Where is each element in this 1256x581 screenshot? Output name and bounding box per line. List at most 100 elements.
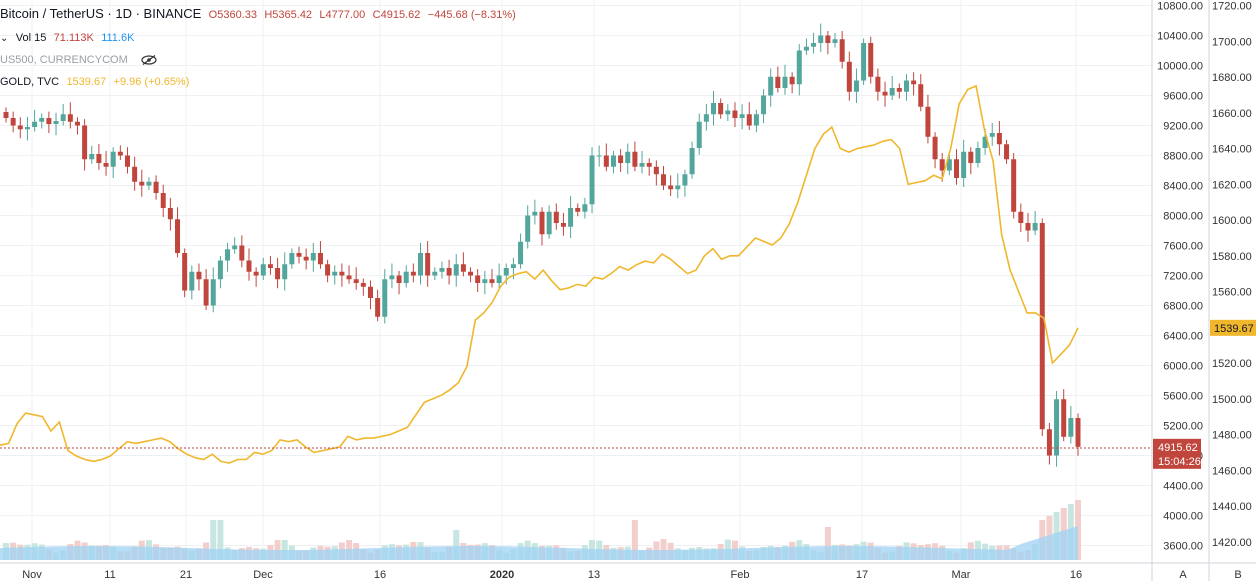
btc-last-text: 4915.62 [1158, 442, 1198, 454]
candle-body [217, 260, 223, 280]
gold-axis-label: 1520.00 [1212, 358, 1252, 370]
candle-body [89, 154, 95, 160]
candle-body [332, 271, 338, 276]
candle-body [625, 151, 631, 163]
candle-body [996, 133, 1002, 145]
candle-body [703, 114, 709, 122]
candle-body [1075, 418, 1081, 447]
candle-body [282, 264, 288, 280]
gold-legend: GOLD, TVC 1539.67 +9.96 (+0.65%) [0, 74, 193, 88]
gold-axis-label: 1620.00 [1212, 179, 1252, 191]
candle-body [503, 268, 509, 276]
candle-body [761, 95, 767, 115]
candle-body [246, 260, 252, 272]
price-axis-label: 10000.00 [1157, 61, 1203, 73]
candle-body [289, 253, 295, 265]
candle-body [553, 211, 559, 223]
price-axis-label: 10800.00 [1157, 1, 1203, 13]
candle-body [296, 253, 302, 257]
candle-body [846, 61, 852, 92]
gold-last-text: 1539.67 [1214, 323, 1254, 335]
candle-body [275, 268, 281, 280]
volume-bar [210, 520, 217, 560]
candle-body [110, 151, 116, 167]
candle-body [682, 174, 688, 186]
candle-body [317, 253, 323, 265]
candle-body [468, 271, 474, 276]
gold-line [0, 84, 1079, 464]
auto-scale-button: A [1179, 569, 1187, 581]
candle-body [267, 264, 273, 268]
candle-body [39, 118, 45, 122]
gold-change: +9.96 (+0.65%) [113, 76, 190, 88]
candle-body [753, 114, 759, 126]
candle-body [460, 264, 466, 272]
candle-body [360, 283, 366, 287]
candle-body [725, 110, 731, 115]
candle-body [718, 103, 724, 115]
candle-body [875, 76, 881, 92]
chevron-down-icon[interactable]: ⌄ [0, 33, 9, 44]
candle-body [589, 155, 595, 205]
price-badges: 1539.67 4915.62 15:04:26 [1153, 319, 1256, 469]
change-value: −445.68 (−8.31%) [427, 9, 516, 21]
gold-axis-label: 1660.00 [1212, 108, 1252, 120]
time-axis-label: Feb [731, 569, 750, 581]
candle-body [1004, 144, 1010, 160]
candle-body [825, 35, 831, 43]
candle-body [732, 110, 738, 118]
candle-body [768, 76, 774, 96]
price-axis-label: 8800.00 [1163, 151, 1203, 163]
candle-body [939, 159, 945, 171]
price-axis-label: 8000.00 [1163, 211, 1203, 223]
open-value: O5360.33 [208, 9, 257, 21]
candle-body [946, 159, 952, 171]
candle-body [153, 181, 159, 193]
candle-body [696, 121, 702, 148]
candle-body [139, 181, 145, 186]
price-axis-label: 3600.00 [1163, 541, 1203, 553]
candle-body [782, 76, 788, 88]
time-axis-label: 13 [588, 569, 600, 581]
candle-body [789, 76, 795, 85]
us500-legend: US500, CURRENCYCOM [0, 52, 157, 66]
candle-body [618, 155, 624, 163]
volume-bar [453, 530, 460, 560]
candle-body [132, 166, 138, 182]
price-axis-label: 7600.00 [1163, 241, 1203, 253]
candle-body [932, 136, 938, 160]
candle-body [475, 275, 481, 283]
candle-body [918, 84, 924, 107]
symbol-title: Bitcoin / TetherUS · 1D · BINANCE [0, 6, 202, 21]
candle-body [818, 35, 824, 43]
time-axis-label: 17 [856, 569, 868, 581]
gold-axis-label: 1560.00 [1212, 287, 1252, 299]
scale-button-b: B [1234, 569, 1241, 581]
eye-hidden-icon[interactable] [141, 54, 157, 65]
candle-body [410, 271, 416, 276]
candle-body [518, 241, 524, 265]
gold-axis-label: 1500.00 [1212, 394, 1252, 406]
candle-body [418, 253, 424, 276]
candle-body [796, 50, 802, 85]
candle-body [160, 193, 166, 208]
candle-body [711, 103, 717, 115]
candle-body [1068, 418, 1074, 437]
candle-body [32, 121, 38, 127]
candle-body [353, 279, 359, 283]
candle-body [53, 121, 59, 124]
volume-label: Vol 15 [15, 32, 47, 44]
price-axis-label: 5600.00 [1163, 391, 1203, 403]
gold-axis-label: 1580.00 [1212, 251, 1252, 263]
candle-body [675, 185, 681, 190]
low-value: L4777.00 [319, 9, 366, 21]
candle-body [653, 166, 659, 175]
candle-body [861, 43, 867, 81]
price-axis-label: 5200.00 [1163, 421, 1203, 433]
volume-bar [631, 520, 638, 560]
close-value: C4915.62 [372, 9, 421, 21]
candle-body [660, 174, 666, 186]
candle-body [832, 39, 838, 43]
candle-body [346, 275, 352, 280]
